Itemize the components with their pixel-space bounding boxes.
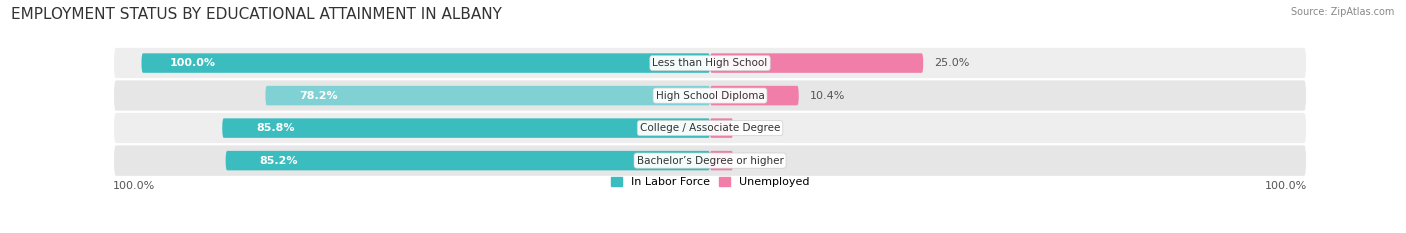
FancyBboxPatch shape [710,86,799,105]
Text: 100.0%: 100.0% [170,58,217,68]
FancyBboxPatch shape [710,118,733,138]
FancyBboxPatch shape [222,118,710,138]
Text: 78.2%: 78.2% [299,91,339,101]
FancyBboxPatch shape [112,79,1308,112]
FancyBboxPatch shape [710,151,733,170]
Text: Bachelor’s Degree or higher: Bachelor’s Degree or higher [637,156,783,166]
Text: 85.8%: 85.8% [256,123,295,133]
FancyBboxPatch shape [142,53,710,73]
Text: 100.0%: 100.0% [1265,181,1308,191]
Text: 10.4%: 10.4% [810,91,845,101]
FancyBboxPatch shape [710,53,924,73]
Text: Less than High School: Less than High School [652,58,768,68]
Text: 85.2%: 85.2% [260,156,298,166]
Text: 100.0%: 100.0% [112,181,155,191]
FancyBboxPatch shape [266,86,710,105]
Text: EMPLOYMENT STATUS BY EDUCATIONAL ATTAINMENT IN ALBANY: EMPLOYMENT STATUS BY EDUCATIONAL ATTAINM… [11,7,502,22]
Text: 0.0%: 0.0% [744,156,772,166]
FancyBboxPatch shape [225,151,710,170]
Text: 0.0%: 0.0% [744,123,772,133]
Legend: In Labor Force, Unemployed: In Labor Force, Unemployed [610,177,810,187]
Text: Source: ZipAtlas.com: Source: ZipAtlas.com [1291,7,1395,17]
Text: 25.0%: 25.0% [935,58,970,68]
FancyBboxPatch shape [112,47,1308,79]
Text: High School Diploma: High School Diploma [655,91,765,101]
FancyBboxPatch shape [112,144,1308,177]
FancyBboxPatch shape [112,112,1308,144]
Text: College / Associate Degree: College / Associate Degree [640,123,780,133]
